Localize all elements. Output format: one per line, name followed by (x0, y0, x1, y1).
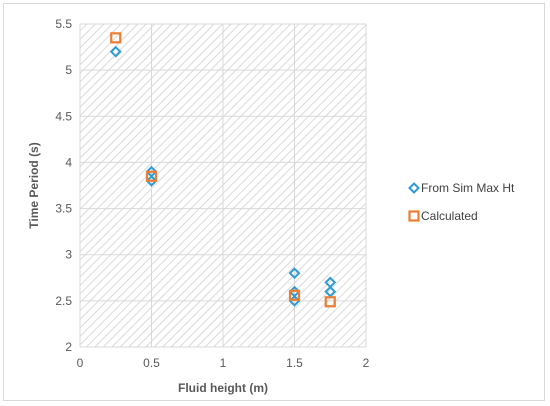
y-tick-label: 2.5 (55, 294, 72, 308)
x-tick-label: 1 (220, 356, 227, 370)
x-tick-label: 0.5 (143, 356, 160, 370)
y-tick-labels: 2 2.5 3 3.5 4 4.5 5 5.5 (55, 17, 72, 354)
y-tick-label: 4.5 (55, 109, 72, 123)
square-point (324, 296, 336, 308)
square-point (145, 170, 158, 182)
x-tick-label: 0 (77, 356, 84, 370)
y-tick-label: 2 (65, 340, 72, 354)
legend-diamond-icon (408, 182, 420, 194)
y-tick-label: 3.5 (55, 202, 72, 216)
legend: From Sim Max Ht Calculated (408, 181, 515, 223)
legend-label: From Sim Max Ht (421, 181, 515, 195)
diamond-point (145, 174, 158, 187)
y-tick-label: 4 (65, 155, 72, 169)
x-tick-label: 1.5 (286, 356, 303, 370)
diamond-point (288, 267, 301, 280)
square-point (288, 289, 301, 301)
y-tick-label: 5.5 (55, 17, 72, 31)
data-points (109, 32, 337, 308)
legend-item: Calculated (408, 209, 478, 223)
y-tick-label: 5 (65, 63, 72, 77)
y-tick-label: 3 (65, 248, 72, 262)
x-tick-labels: 0 0.5 1 1.5 2 (77, 356, 370, 370)
square-point (110, 32, 122, 44)
series-1 (110, 32, 336, 308)
gridlines (79, 23, 367, 348)
x-axis-title: Fluid height (m) (178, 381, 268, 395)
y-axis-title: Time Period (s) (27, 142, 41, 228)
legend-label: Calculated (421, 209, 478, 223)
legend-item: From Sim Max Ht (408, 181, 515, 195)
diamond-point (324, 285, 337, 298)
diamond-point (109, 45, 122, 58)
x-tick-label: 2 (363, 356, 370, 370)
legend-square-icon (408, 210, 420, 222)
